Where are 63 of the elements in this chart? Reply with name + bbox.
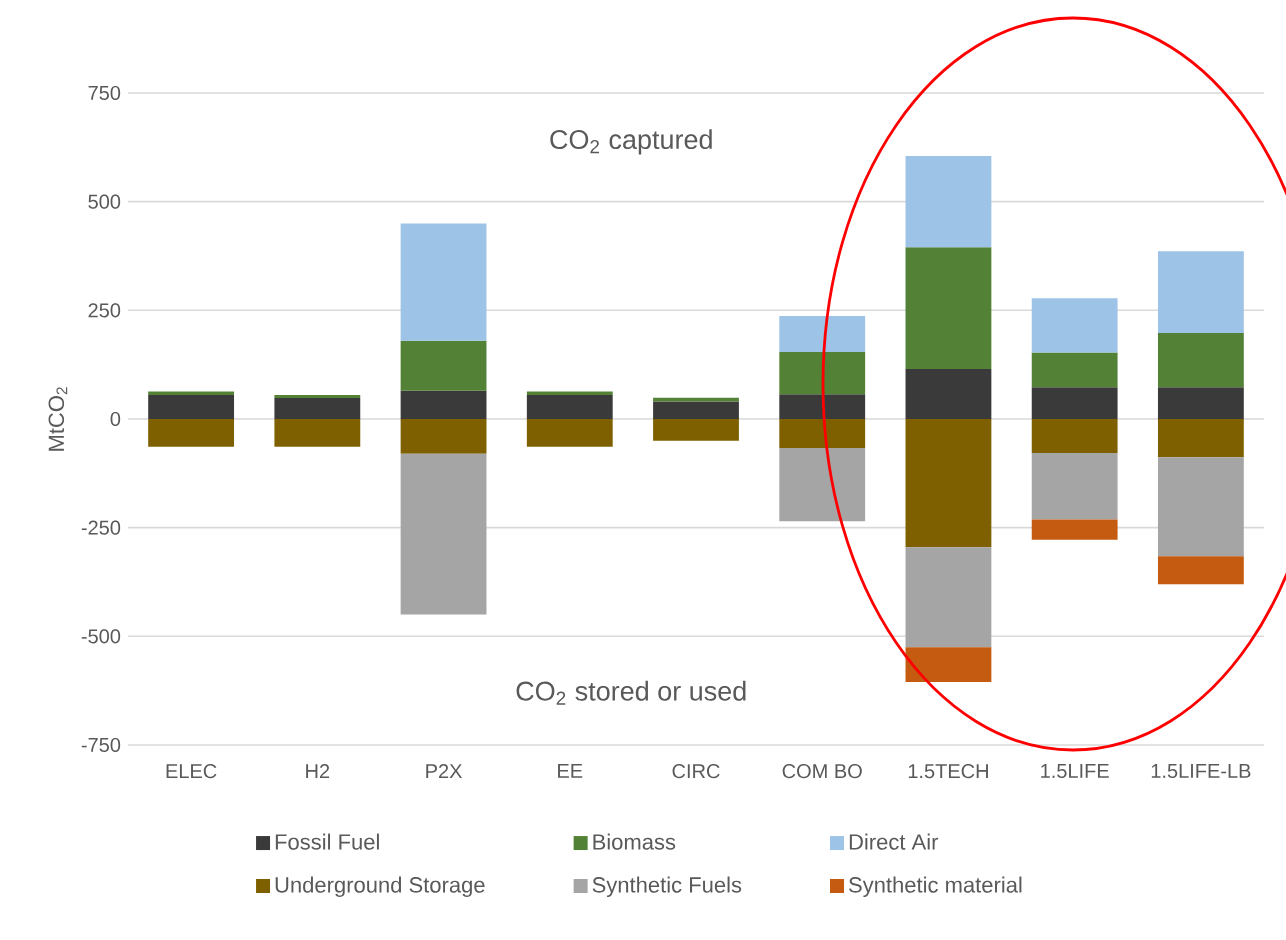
x-tick-label: 1.5TECH	[908, 764, 988, 779]
legend-label: Biomass	[593, 833, 676, 850]
annotation: CO$_{2}$ captured	[550, 129, 712, 155]
legend-label: Direct Air	[849, 833, 939, 850]
legend-label: Fossil Fuel	[275, 833, 379, 850]
bar	[400, 418, 487, 454]
x-tick-label: ELEC	[166, 764, 217, 779]
bar	[148, 418, 235, 447]
y-tick-label: 500	[88, 194, 121, 209]
bar	[400, 390, 487, 419]
bar	[905, 247, 992, 369]
bar	[905, 418, 992, 548]
x-tick-label: H2	[306, 764, 330, 779]
x-tick-label: CIRC	[672, 764, 720, 779]
bar	[1157, 251, 1244, 333]
bar	[779, 352, 866, 395]
bar	[400, 223, 487, 341]
bar	[905, 647, 992, 682]
bar	[653, 401, 739, 419]
bar	[148, 395, 235, 419]
bar	[526, 395, 613, 419]
x-tick-label: COM BO	[782, 764, 862, 779]
legend-label: Underground Storage	[275, 876, 485, 898]
bar	[653, 418, 739, 441]
bar	[274, 398, 361, 419]
bar	[526, 418, 613, 447]
bar	[1031, 519, 1118, 540]
y-tick-label: 250	[88, 303, 121, 318]
y-tick-label: 0	[110, 411, 121, 427]
bar	[1157, 387, 1244, 419]
bar	[779, 315, 866, 353]
x-tick-label: 1.5LIFE-LB	[1151, 764, 1251, 778]
bar	[1031, 298, 1118, 353]
bar	[905, 547, 992, 648]
bar	[653, 397, 739, 402]
bar	[1031, 352, 1118, 388]
bar	[1031, 387, 1118, 419]
bar	[1157, 332, 1244, 388]
bar	[274, 418, 361, 447]
bar	[1157, 457, 1244, 557]
annotation: CO$_{2}$ stored or used	[516, 680, 746, 705]
x-tick-label: EE	[558, 764, 583, 778]
y-tick-label: -500	[81, 629, 121, 644]
y-axis-title: MtCO$_{2}$	[48, 387, 68, 451]
bar	[1157, 418, 1244, 458]
bar	[400, 453, 487, 615]
bar	[905, 156, 992, 248]
legend-label: Synthetic material	[849, 876, 1022, 898]
bar	[1031, 418, 1118, 453]
y-tick-label: 750	[88, 85, 121, 101]
bar	[400, 340, 487, 391]
legend-label: Synthetic Fuels	[592, 876, 742, 898]
x-tick-label: P2X	[426, 764, 463, 779]
y-tick-label: -250	[81, 520, 121, 535]
bar	[779, 418, 866, 449]
bar	[1031, 452, 1118, 520]
x-tick-label: 1.5LIFE	[1041, 764, 1109, 778]
bar	[1157, 556, 1244, 585]
bar	[779, 448, 866, 522]
bar	[779, 394, 866, 419]
bar	[905, 369, 992, 419]
y-tick-label: -750	[81, 737, 121, 753]
bar	[274, 395, 361, 399]
